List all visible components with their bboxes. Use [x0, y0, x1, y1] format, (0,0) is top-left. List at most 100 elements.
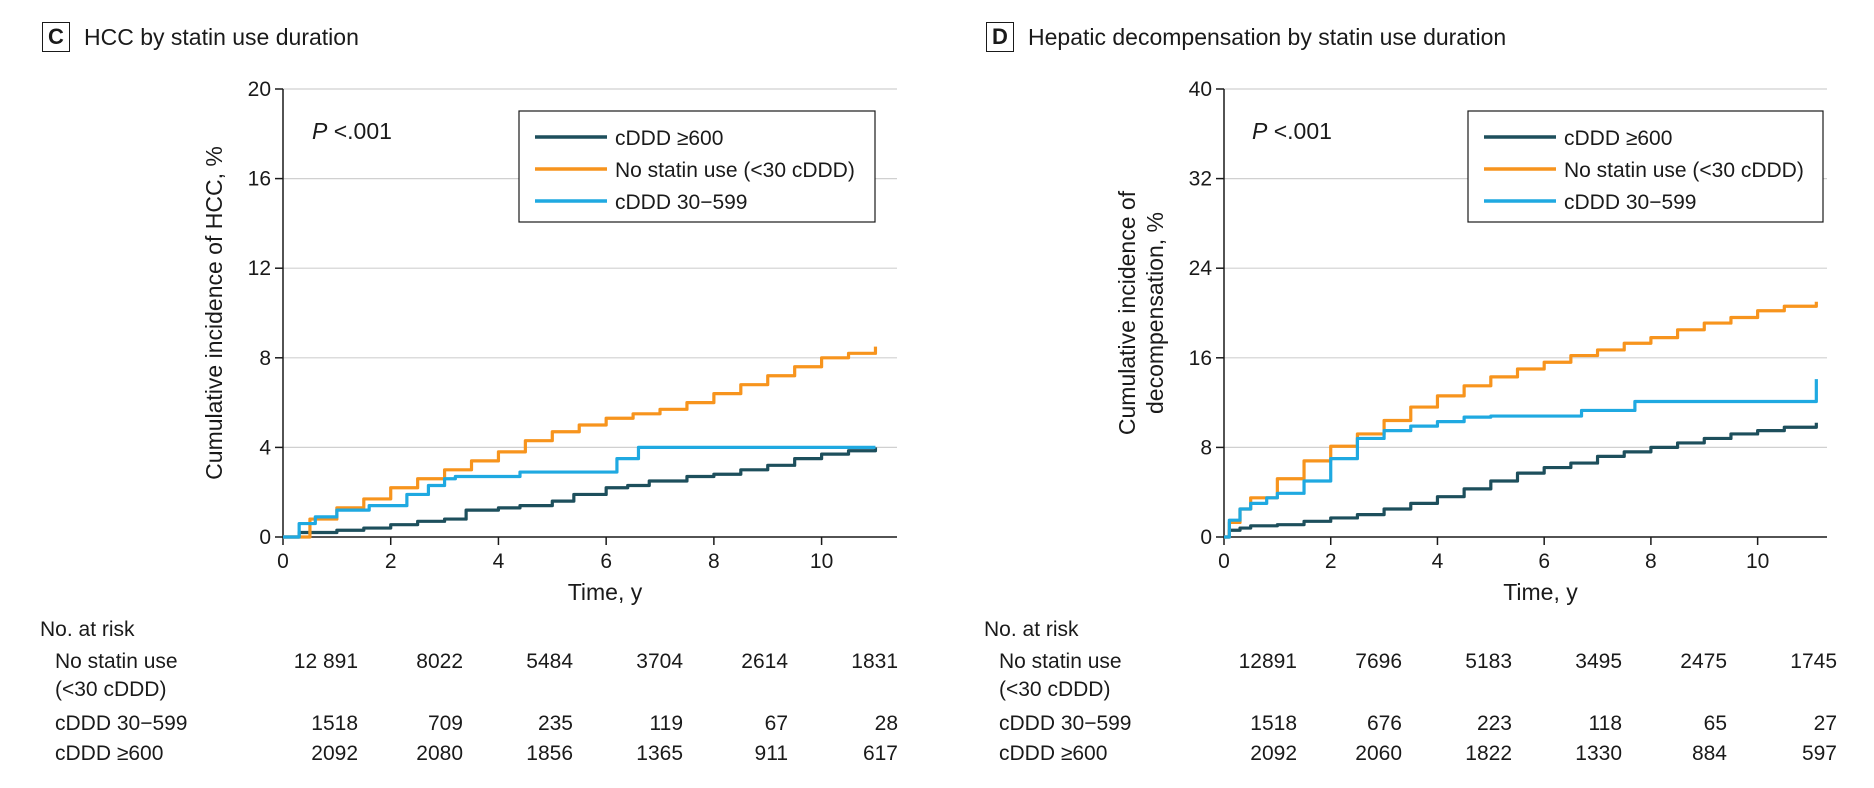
risk-row-label: (<30 cDDD) [999, 678, 1111, 701]
x-tick-label: 0 [1218, 550, 1230, 573]
panel-title: Hepatic decompensation by statin use dur… [1028, 23, 1507, 50]
legend [1467, 110, 1824, 223]
series-line [283, 346, 878, 539]
risk-cell: 12 891 [293, 650, 358, 673]
risk-cell: 1831 [851, 650, 898, 673]
risk-row-label: cDDD ≥600 [999, 742, 1108, 765]
risk-cell: 1365 [636, 742, 683, 765]
p-value: P <.001 [1252, 118, 1332, 144]
risk-table: No. at risk No statin use (<30 cDDD) 12891 7… [944, 618, 1874, 788]
risk-cell: 2060 [1355, 742, 1402, 765]
risk-cell: 709 [427, 712, 463, 735]
risk-cell: 676 [1366, 712, 1402, 735]
risk-cell: 235 [537, 712, 573, 735]
legend [518, 110, 876, 223]
panel-letter: D [986, 22, 1014, 52]
risk-cell: 28 [874, 712, 898, 735]
series-line [1224, 301, 1818, 539]
series-line [1224, 422, 1818, 539]
risk-cell: 884 [1691, 742, 1727, 765]
risk-header: No. at risk [984, 618, 1079, 641]
risk-cell: 617 [862, 742, 898, 765]
legend-label: No statin use (<30 cDDD) [615, 159, 855, 182]
legend-label: No statin use (<30 cDDD) [1564, 159, 1804, 182]
x-tick-label: 2 [1325, 550, 1337, 573]
x-axis-label: Time, y [1503, 579, 1578, 605]
y-tick-label: 32 [1189, 168, 1212, 191]
risk-cell: 65 [1703, 712, 1727, 735]
risk-cell: 118 [1588, 712, 1622, 735]
risk-cell: 5183 [1465, 650, 1512, 673]
risk-cell: 12891 [1238, 650, 1297, 673]
risk-cell: 67 [764, 712, 788, 735]
legend-label: cDDD 30−599 [615, 191, 748, 214]
legend-label: cDDD 30−599 [1564, 191, 1697, 214]
risk-row-label: cDDD 30−599 [999, 712, 1132, 735]
y-tick-label: 40 [1189, 78, 1212, 101]
risk-row-label: cDDD ≥600 [55, 742, 164, 765]
risk-cell: 3704 [636, 650, 683, 673]
y-tick-label: 0 [1200, 526, 1212, 549]
x-tick-label: 6 [600, 550, 612, 573]
x-tick-label: 0 [277, 550, 289, 573]
y-tick-label: 24 [1189, 257, 1213, 280]
risk-cell: 7696 [1355, 650, 1402, 673]
y-axis-label: decompensation, % [1142, 212, 1168, 414]
x-axis-label: Time, y [568, 579, 643, 605]
panel-header: C HCC by statin use duration [42, 22, 359, 52]
risk-table: No. at risk No statin use (<30 cDDD) 12 891… [0, 618, 937, 788]
risk-row-label: (<30 cDDD) [55, 678, 167, 701]
y-tick-label: 8 [259, 347, 271, 370]
x-tick-label: 8 [708, 550, 720, 573]
x-tick-label: 6 [1538, 550, 1550, 573]
risk-cell: 1822 [1465, 742, 1512, 765]
risk-row-label: cDDD 30−599 [55, 712, 188, 735]
risk-row-label: No statin use [55, 650, 178, 673]
x-tick-label: 10 [1746, 550, 1769, 573]
x-tick-label: 2 [385, 550, 397, 573]
risk-row-label: No statin use [999, 650, 1122, 673]
risk-cell: 1745 [1790, 650, 1837, 673]
y-tick-label: 12 [248, 257, 271, 280]
risk-cell: 223 [1476, 712, 1512, 735]
x-tick-label: 10 [810, 550, 833, 573]
p-value: P <.001 [312, 118, 392, 144]
risk-cell: 5484 [526, 650, 573, 673]
y-tick-label: 4 [259, 436, 271, 459]
risk-cell: 2080 [416, 742, 463, 765]
x-tick-label: 8 [1645, 550, 1657, 573]
panel-title: HCC by statin use duration [84, 23, 359, 50]
risk-cell: 1856 [526, 742, 573, 765]
risk-cell: 597 [1801, 742, 1837, 765]
panel-letter: C [42, 22, 70, 52]
x-tick-label: 4 [1432, 550, 1444, 573]
panel-d: D Hepatic decompensation by statin use d… [944, 0, 1874, 788]
risk-cell: 2614 [741, 650, 788, 673]
legend-label: cDDD ≥600 [615, 127, 723, 150]
risk-cell: 1330 [1575, 742, 1622, 765]
legend-label: cDDD ≥600 [1564, 127, 1672, 150]
y-tick-label: 16 [1189, 347, 1212, 370]
risk-cell: 8022 [416, 650, 463, 673]
risk-cell: 3495 [1575, 650, 1622, 673]
risk-cell: 2475 [1680, 650, 1727, 673]
y-axis-label: Cumulative incidence of [1114, 190, 1140, 435]
risk-cell: 911 [754, 742, 788, 765]
risk-cell: 119 [649, 712, 683, 735]
chart-c: 0 4 8 12 16 20 0 2 4 6 8 10 Time, y Cumulative incide… [201, 78, 897, 605]
panel-c: C HCC by statin use duration 0 4 8 12 16 20 0 2… [0, 22, 937, 788]
y-tick-label: 0 [259, 526, 271, 549]
risk-cell: 1518 [311, 712, 358, 735]
y-axis-label: Cumulative incidence of HCC, % [201, 146, 227, 480]
y-tick-label: 20 [248, 78, 271, 101]
risk-cell: 27 [1813, 712, 1837, 735]
panel-header: D Hepatic decompensation by statin use d… [986, 22, 1506, 52]
series-line [283, 445, 876, 539]
series-line [1224, 379, 1818, 539]
x-tick-label: 4 [493, 550, 505, 573]
y-tick-label: 16 [248, 168, 271, 191]
risk-cell: 2092 [1250, 742, 1297, 765]
risk-cell: 1518 [1250, 712, 1297, 735]
risk-cell: 2092 [311, 742, 358, 765]
